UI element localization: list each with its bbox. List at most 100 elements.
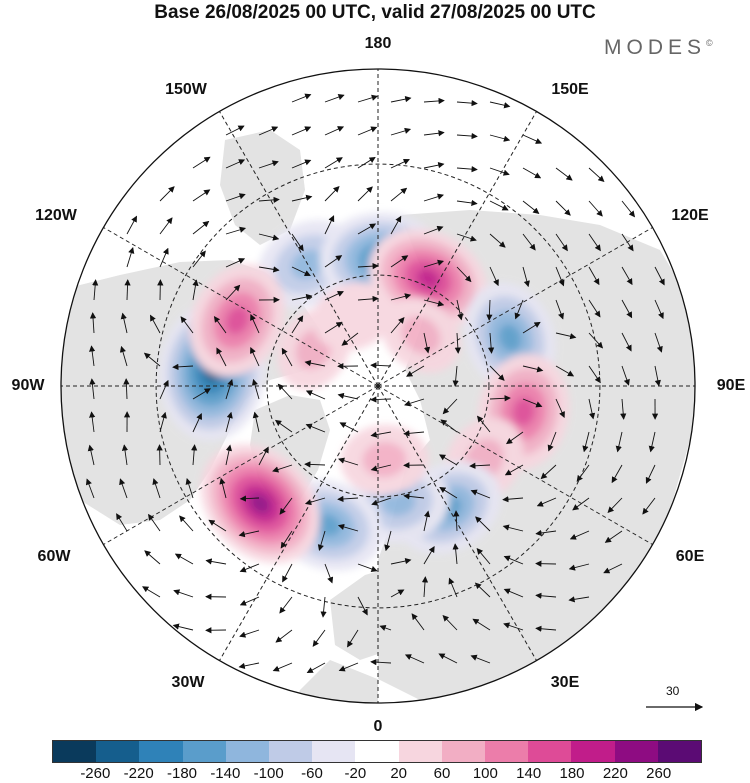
wind-vector [121, 444, 129, 466]
colorbar-tick-label: 260 [646, 765, 672, 782]
wind-vector [225, 125, 245, 136]
wind-vector [615, 431, 623, 453]
wind-vector [225, 193, 246, 202]
wind-vector [126, 215, 137, 235]
wind-vector [159, 379, 169, 400]
wind-vector [291, 315, 304, 334]
wind-vector [456, 233, 477, 242]
wind-vector [403, 430, 425, 437]
wind-vector [423, 193, 444, 202]
wind-vector [404, 654, 425, 664]
wind-vector [324, 255, 343, 268]
wind-vector [654, 332, 663, 353]
wind-vector [403, 493, 425, 500]
colorbar-tick-label: 20 [390, 765, 407, 782]
wind-vector [370, 464, 392, 472]
wind-vector [119, 478, 128, 499]
lon-label-90w: 90W [11, 377, 45, 394]
modes-logo: MODES© [604, 36, 713, 60]
wind-vector [89, 312, 97, 334]
wind-vector [503, 622, 524, 631]
wind-vector [522, 233, 536, 251]
brand-name: MODES [604, 36, 707, 59]
wind-vector [522, 321, 541, 334]
wind-vector [390, 293, 412, 301]
wind-vector [87, 444, 95, 466]
land-alaska [220, 130, 305, 245]
wind-vector [291, 159, 312, 169]
anomaly-contour [512, 397, 536, 427]
colorbar-swatch [225, 741, 270, 762]
wind-vector [621, 365, 630, 386]
wind-vector [522, 266, 530, 288]
wind-vector [489, 167, 510, 176]
wind-vector [144, 550, 161, 565]
wind-vector [456, 266, 472, 283]
wind-vector [291, 93, 312, 103]
wind-vector [357, 126, 378, 136]
wind-vector [291, 293, 313, 301]
wind-vector [357, 186, 373, 202]
wind-vector [357, 596, 368, 616]
wind-vector [357, 295, 379, 303]
colorbar-swatch [485, 741, 529, 762]
wind-vector [452, 365, 459, 387]
colorbar [52, 740, 702, 763]
wind-vector [280, 530, 293, 549]
wind-vector [390, 187, 408, 202]
colorbar-swatch [53, 741, 97, 762]
wind-vector [192, 413, 202, 433]
wind-vector [390, 557, 412, 565]
colorbar-tick-label: -20 [344, 765, 367, 782]
colorbar-swatch [139, 741, 183, 762]
wind-vector [179, 515, 194, 532]
wind-vector [502, 524, 524, 532]
wind-vector [456, 99, 478, 107]
wind-vector [475, 516, 491, 532]
wind-vector [250, 313, 260, 334]
wind-vector [522, 398, 543, 408]
wind-vector [522, 365, 544, 373]
wind-vector [305, 390, 326, 400]
wind-vector [357, 156, 376, 169]
wind-vector [423, 259, 445, 268]
colorbar-swatch [441, 741, 486, 762]
wind-vector [555, 266, 565, 287]
colorbar-tick-label: 220 [602, 765, 628, 782]
wind-vector [126, 247, 135, 268]
wind-vector [423, 97, 445, 105]
colorbar-swatch [657, 741, 702, 762]
wind-vector [489, 365, 505, 381]
lon-label-60w: 60W [37, 548, 71, 565]
wind-vector [536, 497, 557, 507]
wind-vector [208, 519, 227, 532]
wind-vector [384, 530, 392, 552]
wind-vector [357, 94, 379, 103]
wind-vector [423, 546, 435, 565]
meridian-line [219, 111, 379, 387]
wind-vector [390, 96, 412, 103]
lon-label-30e: 30E [550, 674, 580, 691]
lon-label-120w: 120W [35, 207, 77, 224]
wind-vector [238, 662, 260, 670]
wind-vector [216, 347, 227, 367]
wind-vector [225, 284, 241, 301]
wind-vector [642, 497, 656, 515]
meridian-line [377, 111, 537, 387]
colorbar-ticks: -260 -220 -180 -140 -100 -60 -20 20 60 100 140 180 2… [0, 765, 750, 783]
wind-vector [337, 495, 359, 503]
wind-vector [390, 589, 405, 598]
wind-vector [505, 431, 524, 445]
wind-vector [603, 563, 623, 574]
wind-vector [522, 200, 540, 214]
wind-vector [522, 167, 542, 179]
colorbar-swatch [312, 741, 356, 762]
colorbar-tick-label: 180 [559, 765, 585, 782]
wind-vector [89, 345, 96, 367]
colorbar-swatch [528, 741, 572, 762]
wind-vector [555, 299, 564, 320]
meridian-line [377, 385, 653, 545]
wind-vector [390, 158, 410, 169]
wind-vector [324, 563, 334, 584]
